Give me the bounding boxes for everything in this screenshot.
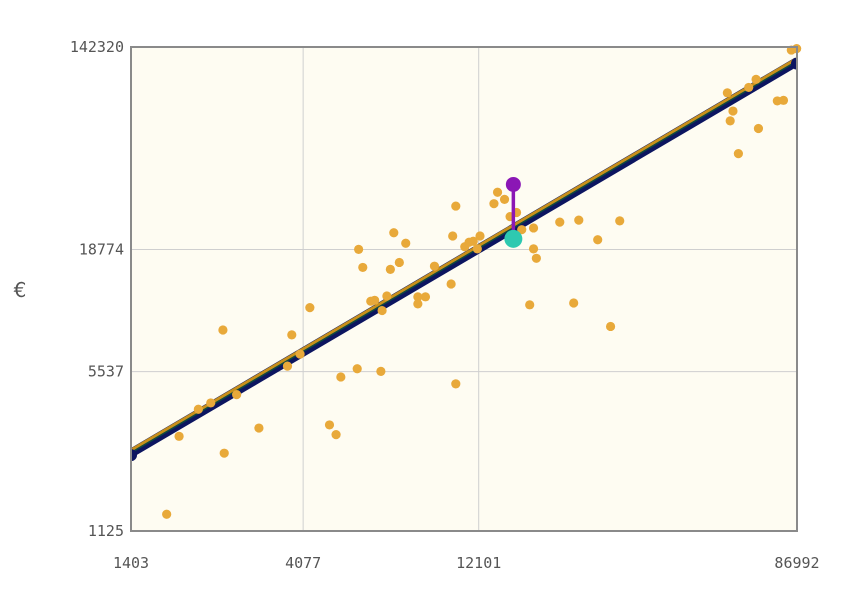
data-point xyxy=(605,321,616,332)
data-point xyxy=(499,194,510,204)
data-point xyxy=(394,257,404,268)
data-point xyxy=(376,366,386,377)
data-point xyxy=(385,264,395,274)
data-point xyxy=(162,509,172,519)
data-point xyxy=(472,244,482,254)
data-point xyxy=(389,228,399,238)
data-point xyxy=(531,253,541,263)
data-point xyxy=(778,95,789,105)
selected-fitted-point xyxy=(504,229,523,248)
data-point xyxy=(468,236,478,246)
data-point xyxy=(377,305,387,316)
data-point xyxy=(593,235,603,245)
data-point xyxy=(728,106,738,116)
data-point xyxy=(448,231,458,241)
data-point xyxy=(295,349,305,359)
data-point xyxy=(744,82,754,93)
data-point xyxy=(354,244,364,255)
data-point xyxy=(370,295,380,305)
data-point xyxy=(733,149,743,159)
data-point xyxy=(324,420,335,430)
data-point xyxy=(528,244,539,254)
x-tick-label: 1403 xyxy=(113,554,149,572)
data-point xyxy=(174,431,184,441)
data-point xyxy=(722,88,732,98)
y-tick-label: 18774 xyxy=(79,241,124,259)
x-tick-label: 4077 xyxy=(285,554,321,572)
data-point xyxy=(219,448,229,458)
x-tick-label: 12101 xyxy=(456,554,501,572)
fit-line-inner xyxy=(131,57,797,452)
data-point xyxy=(331,430,341,440)
data-point xyxy=(451,379,461,389)
data-point xyxy=(751,74,761,84)
data-point xyxy=(451,201,461,211)
data-point xyxy=(382,291,392,301)
data-points xyxy=(162,44,802,519)
fit-line-end-cap xyxy=(791,57,797,70)
data-point xyxy=(193,404,203,414)
data-point xyxy=(254,423,264,433)
data-point xyxy=(282,361,293,371)
data-point xyxy=(574,215,584,225)
data-point xyxy=(475,231,485,241)
data-point xyxy=(753,123,764,134)
data-point xyxy=(489,199,499,209)
data-point xyxy=(358,262,368,273)
fit-line-mid xyxy=(131,60,797,454)
data-point xyxy=(305,303,315,313)
data-point xyxy=(615,216,625,226)
data-point xyxy=(413,299,423,309)
data-point xyxy=(401,238,411,248)
data-point xyxy=(413,292,423,302)
data-point xyxy=(525,300,535,310)
data-point xyxy=(206,398,216,408)
fit-line-start-cap xyxy=(131,449,137,462)
y-axis-label: € xyxy=(14,278,27,302)
plot-frame xyxy=(130,46,798,532)
residual-highlight xyxy=(504,176,523,248)
data-point xyxy=(429,261,440,271)
axis-ticks: 1403 4077 12101 86992 1125 5537 18774 142320 xyxy=(70,38,820,572)
y-tick-label: 1125 xyxy=(88,522,124,540)
data-point xyxy=(336,372,346,382)
data-point xyxy=(725,116,735,126)
data-point xyxy=(352,364,362,374)
data-point xyxy=(232,390,242,400)
data-point xyxy=(492,187,503,197)
y-tick-label: 142320 xyxy=(70,38,124,56)
fit-line xyxy=(131,57,797,462)
data-point xyxy=(528,223,539,233)
data-point xyxy=(218,325,228,335)
selected-observed-point xyxy=(505,176,521,192)
data-point xyxy=(287,330,297,340)
data-point xyxy=(555,217,565,227)
plot-border xyxy=(130,46,798,532)
x-tick-label: 86992 xyxy=(774,554,819,572)
data-point xyxy=(420,292,431,302)
y-tick-label: 5537 xyxy=(88,363,124,381)
data-point xyxy=(446,279,456,289)
data-point xyxy=(517,225,527,235)
data-point xyxy=(569,298,579,308)
